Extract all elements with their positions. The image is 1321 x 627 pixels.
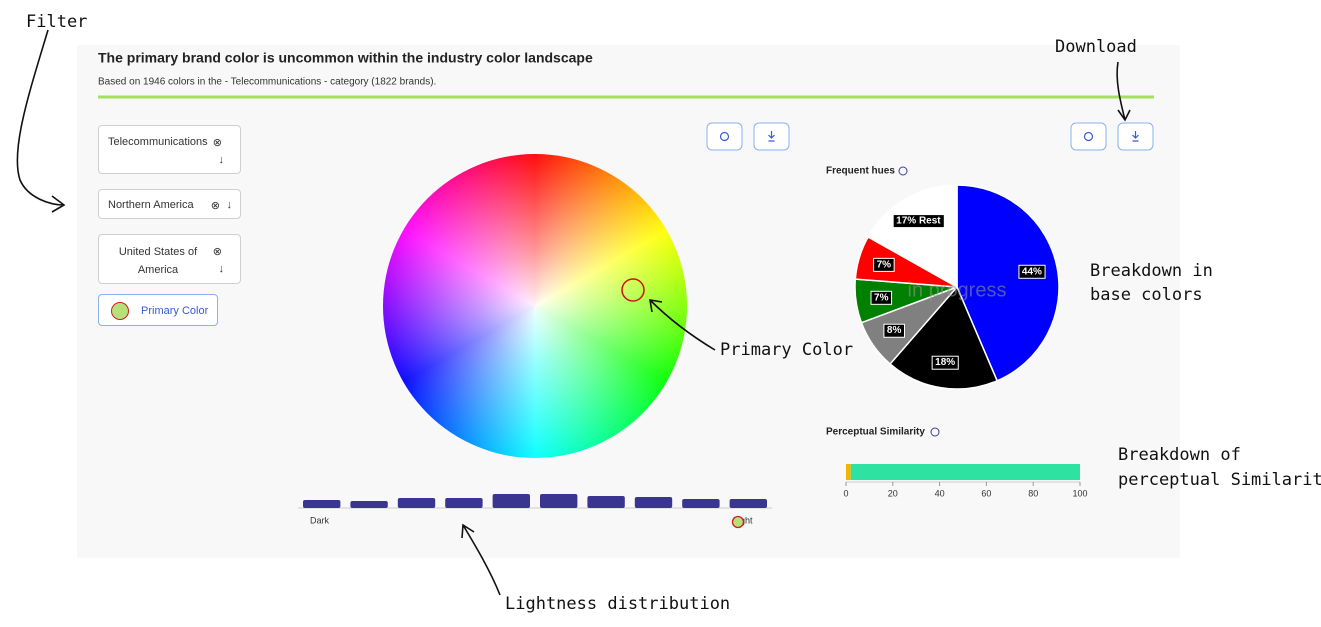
annotation: Breakdown in <box>1090 261 1213 281</box>
x-tick-label: 20 <box>888 488 898 498</box>
filter-label: Northern America <box>108 199 194 211</box>
data-label: 7% <box>877 259 892 270</box>
annotation: base colors <box>1090 285 1203 305</box>
info-icon <box>930 427 940 437</box>
bar <box>303 500 341 508</box>
label-box <box>892 214 945 229</box>
clear-icon[interactable]: ⊗ <box>212 137 222 149</box>
info-button[interactable] <box>706 122 743 151</box>
bar <box>682 499 720 508</box>
dropdown-icon[interactable]: ↓ <box>226 199 233 211</box>
x-tick-label: 80 <box>1028 488 1038 498</box>
axis-label: Dark <box>310 515 330 525</box>
button-icons <box>719 131 1139 142</box>
x-tick-label: 100 <box>1072 488 1087 498</box>
filter-label: Telecommunications <box>108 136 208 148</box>
info-button[interactable] <box>1070 122 1107 151</box>
clear-icon[interactable]: ⊗ <box>212 246 222 258</box>
data-label: 8% <box>887 325 902 336</box>
annotation: Lightness distribution <box>505 594 730 614</box>
data-label: 44% <box>1022 266 1042 277</box>
pie-slice <box>889 285 999 390</box>
title: The primary brand color is uncommon with… <box>98 50 593 66</box>
label-box <box>870 290 893 305</box>
x-tick-label: 60 <box>981 488 991 498</box>
label-box <box>1018 264 1046 279</box>
dropdown-icon[interactable]: ↓ <box>218 154 225 166</box>
label-box <box>931 355 959 370</box>
annotation: Download <box>1055 37 1137 57</box>
bar <box>397 498 436 508</box>
color-wheel <box>383 154 687 458</box>
filter-chip[interactable]: United States of America ⊗ ↓ <box>98 234 241 284</box>
watermark: in progress <box>908 279 1007 301</box>
annotation: Breakdown of <box>1118 445 1241 465</box>
label-box <box>883 323 905 338</box>
annotation: perceptual Similarity <box>1118 470 1321 490</box>
button-row <box>706 122 1154 151</box>
bar <box>445 498 483 508</box>
subtitle: Based on 1946 colors in the - Telecommun… <box>98 77 436 88</box>
x-tick-label: 0 <box>843 488 848 498</box>
filter-label: United States of America <box>118 246 198 276</box>
x-tick-label: 40 <box>935 488 945 498</box>
pie-slice <box>867 184 958 289</box>
bar <box>729 499 767 508</box>
bar <box>350 501 388 508</box>
legend-label: Primary Color <box>141 305 209 317</box>
bar <box>540 494 578 508</box>
filter-chip[interactable]: Telecommunications ⊗ ↓ <box>98 125 241 174</box>
similarity-title: Perceptual Similarity <box>826 427 925 438</box>
annotation: Filter <box>26 12 87 32</box>
data-label: 7% <box>874 292 889 303</box>
dropdown-icon[interactable]: ↓ <box>218 263 225 275</box>
primary-color-marker <box>621 278 645 302</box>
bar-segment <box>850 464 1080 480</box>
data-label: 18% <box>935 357 955 368</box>
pie-slice <box>956 184 1060 382</box>
bar <box>492 494 530 508</box>
info-icon <box>898 166 908 176</box>
filter-chip[interactable]: Northern America ⊗ ↓ <box>98 189 241 219</box>
primary-color-marker <box>731 515 745 529</box>
bar <box>587 496 625 508</box>
annotation-arrows <box>16 29 1131 596</box>
legend-swatch <box>111 302 129 320</box>
annotation: Primary Color <box>720 340 853 360</box>
clear-icon[interactable]: ⊗ <box>210 200 220 212</box>
bar <box>634 497 673 508</box>
label-box <box>873 257 895 272</box>
pie-title: Frequent hues <box>826 166 895 177</box>
bar-segment <box>846 464 851 480</box>
legend-chip[interactable]: Primary Color <box>98 294 218 326</box>
data-label: 17% Rest <box>896 216 941 227</box>
